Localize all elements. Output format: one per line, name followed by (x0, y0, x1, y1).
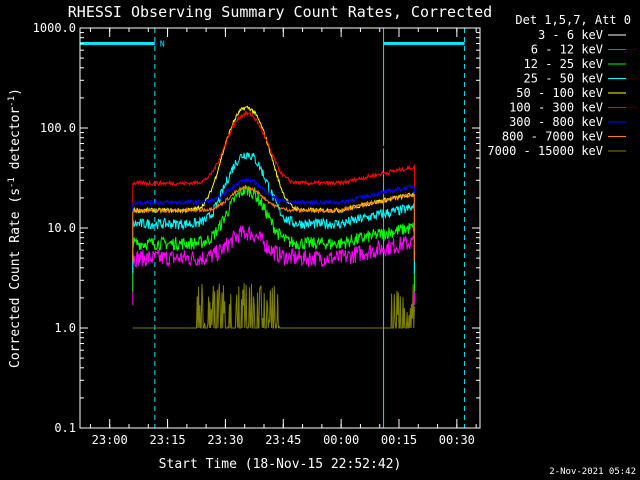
x-tick-label: 23:30 (207, 433, 243, 447)
series-line (132, 110, 415, 235)
series-line (132, 185, 415, 261)
y-tick-label: 0.1 (54, 421, 76, 435)
y-tick-label: 1.0 (54, 321, 76, 335)
series-line (132, 177, 415, 254)
x-tick-label: 00:00 (323, 433, 359, 447)
interval-label: N (160, 39, 165, 48)
legend-label: 50 - 100 keV (516, 86, 603, 100)
series-line (132, 225, 415, 305)
legend-title: Det 1,5,7, Att 0 (515, 13, 631, 27)
x-tick-label: 23:45 (265, 433, 301, 447)
legend-label: 7000 - 15000 keV (487, 144, 603, 158)
series-line (132, 143, 415, 199)
x-tick-label: 00:15 (381, 433, 417, 447)
legend-label: 100 - 300 keV (509, 101, 603, 115)
legend-label: 3 - 6 keV (538, 28, 603, 42)
x-tick-label: 00:30 (439, 433, 475, 447)
plot-frame (79, 27, 481, 429)
legend-label: 25 - 50 keV (524, 72, 603, 86)
y-tick-label: 1000.0 (33, 21, 76, 35)
x-tick-label: 23:00 (92, 433, 128, 447)
legend-label: 12 - 25 keV (524, 57, 603, 71)
legend-label: 300 - 800 keV (509, 115, 603, 129)
y-axis-label: Corrected Count Rate (s-1 detector-1) (7, 88, 23, 368)
x-axis-label: Start Time (18-Nov-15 22:52:42) (159, 457, 402, 472)
timestamp: 2-Nov-2021 05:42 (549, 467, 636, 477)
chart-title: RHESSI Observing Summary Count Rates, Co… (68, 3, 492, 21)
series-line (132, 185, 415, 292)
series-line (132, 283, 415, 330)
legend-label: 6 - 12 keV (531, 43, 603, 57)
x-tick-label: 23:15 (149, 433, 185, 447)
y-tick-label: 100.0 (40, 121, 76, 135)
y-tick-label: 10.0 (47, 221, 76, 235)
legend-label: 800 - 7000 keV (502, 130, 603, 144)
